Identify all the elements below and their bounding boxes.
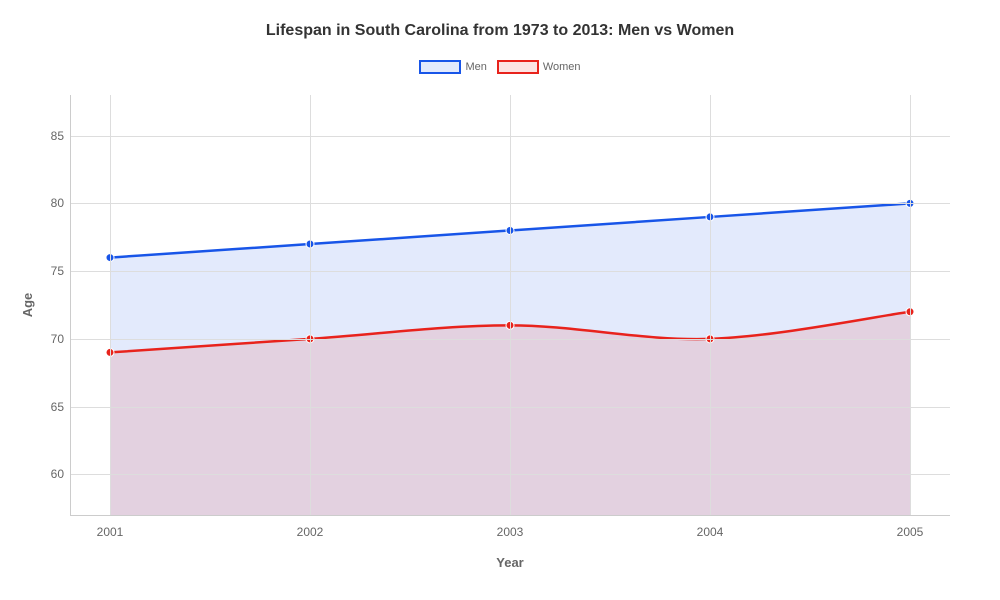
legend-item-women: Women xyxy=(497,60,581,74)
legend-label-women: Women xyxy=(543,61,581,73)
legend-label-men: Men xyxy=(465,61,486,73)
chart-legend: Men Women xyxy=(0,60,1000,74)
x-tick-label: 2004 xyxy=(697,525,724,539)
chart-container: Lifespan in South Carolina from 1973 to … xyxy=(0,0,1000,600)
y-tick-label: 65 xyxy=(40,400,64,414)
y-tick-label: 80 xyxy=(40,196,64,210)
x-axis-title: Year xyxy=(496,555,523,570)
x-tick-label: 2005 xyxy=(897,525,924,539)
legend-item-men: Men xyxy=(419,60,486,74)
y-gridline xyxy=(70,474,950,475)
y-gridline xyxy=(70,339,950,340)
x-gridline xyxy=(110,95,111,515)
y-axis-title: Age xyxy=(20,293,35,318)
y-tick-label: 70 xyxy=(40,332,64,346)
x-tick-label: 2003 xyxy=(497,525,524,539)
y-gridline xyxy=(70,136,950,137)
legend-swatch-men xyxy=(419,60,461,74)
y-tick-label: 60 xyxy=(40,467,64,481)
y-tick-label: 75 xyxy=(40,264,64,278)
x-gridline xyxy=(310,95,311,515)
y-gridline xyxy=(70,271,950,272)
x-tick-label: 2001 xyxy=(97,525,124,539)
x-gridline xyxy=(910,95,911,515)
x-tick-label: 2002 xyxy=(297,525,324,539)
chart-title: Lifespan in South Carolina from 1973 to … xyxy=(0,22,1000,40)
y-axis-line xyxy=(70,95,71,515)
x-gridline xyxy=(710,95,711,515)
x-gridline xyxy=(510,95,511,515)
y-tick-label: 85 xyxy=(40,129,64,143)
legend-swatch-women xyxy=(497,60,539,74)
y-gridline xyxy=(70,407,950,408)
plot-area xyxy=(70,95,950,515)
x-axis-line xyxy=(70,515,950,516)
y-gridline xyxy=(70,203,950,204)
